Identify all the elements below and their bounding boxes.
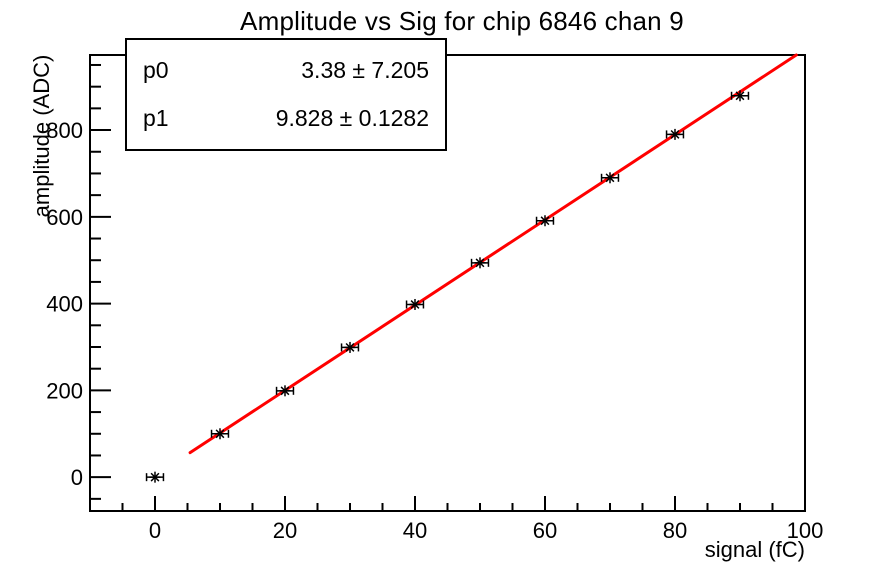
x-tick-label: 0 [149, 518, 161, 543]
data-point [275, 385, 295, 397]
y-tick-label: 800 [46, 118, 83, 143]
x-tick-label: 40 [403, 518, 427, 543]
x-tick-labels: 0 20 40 60 80 100 [149, 518, 823, 543]
x-tick-label: 100 [787, 518, 824, 543]
y-tick-label: 0 [71, 465, 83, 490]
y-tick-label: 600 [46, 205, 83, 230]
data-point [340, 341, 360, 353]
stat-row-p1: p1 9.828 ± 0.1282 [143, 105, 429, 132]
y-tick-labels: 0 200 400 600 800 [46, 118, 83, 490]
data-point [730, 90, 750, 102]
data-point [405, 298, 425, 310]
stat-param-name: p0 [143, 56, 169, 83]
fit-line [188, 53, 798, 455]
y-tick-label: 200 [46, 378, 83, 403]
x-axis-label: signal (fC) [704, 537, 805, 562]
x-tick-label: 80 [663, 518, 687, 543]
plot-title: Amplitude vs Sig for chip 6846 chan 9 [240, 6, 684, 36]
data-points [145, 90, 750, 483]
data-point [665, 128, 685, 140]
stat-param-name: p1 [143, 105, 169, 132]
data-point [210, 428, 230, 440]
data-point [535, 215, 555, 227]
x-tick-label: 20 [273, 518, 297, 543]
stat-row-p0: p0 3.38 ± 7.205 [143, 57, 429, 84]
stat-param-value: 9.828 ± 0.1282 [275, 105, 429, 132]
x-tick-label: 60 [533, 518, 557, 543]
y-tick-label: 400 [46, 292, 83, 317]
fit-stats-box: p0 3.38 ± 7.205 p1 9.828 ± 0.1282 [125, 38, 447, 151]
stat-param-value: 3.38 ± 7.205 [301, 56, 429, 83]
data-point [145, 471, 165, 483]
data-point [470, 257, 490, 269]
data-point [600, 172, 620, 184]
x-axis-ticks [89, 496, 806, 511]
y-axis-ticks [90, 63, 111, 500]
